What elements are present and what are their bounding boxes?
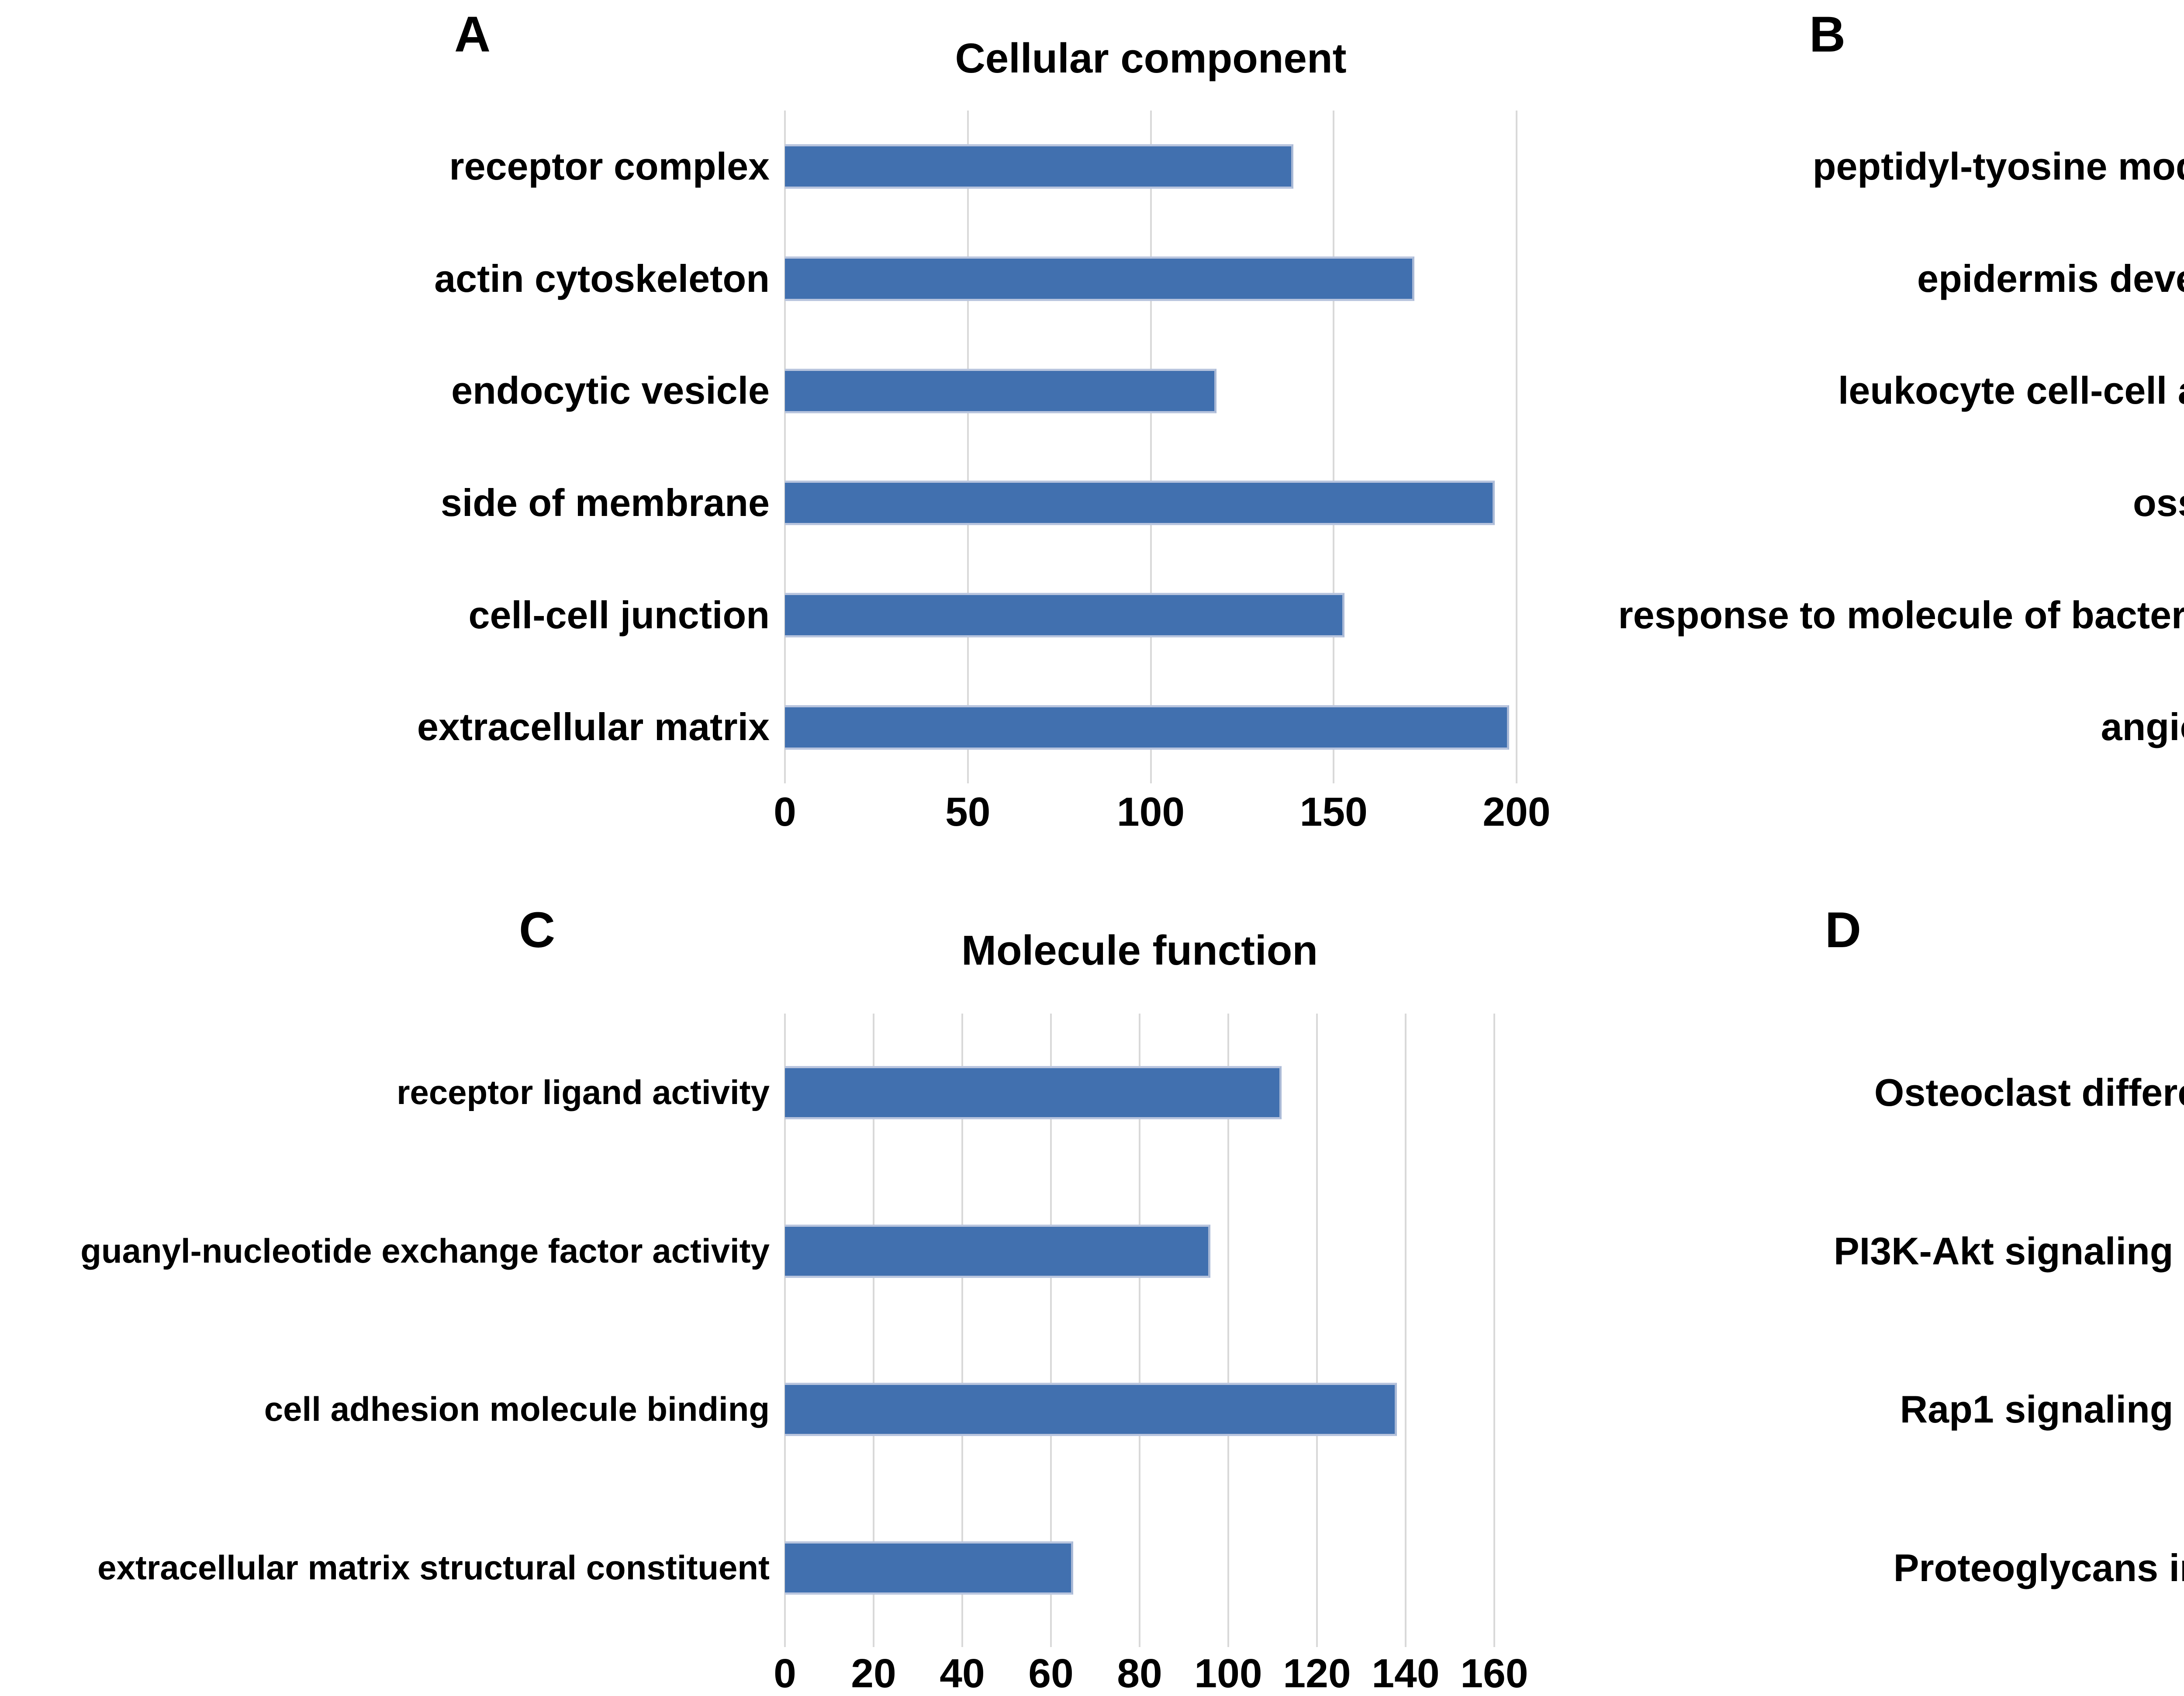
x-tick-label: 150 [1299,789,1368,834]
category-label: receptor complex [449,145,770,188]
gridline-C-120 [1316,1014,1318,1647]
x-tick-label: 100 [1194,1651,1262,1696]
x-tick-label: 160 [1460,1651,1528,1696]
bar-A-5 [785,705,1510,750]
panel-letter-C: C [519,902,556,958]
category-label: guanyl-nucleotide exchange factor activi… [80,1231,770,1270]
category-label: extracellular matrix structural constitu… [97,1548,770,1587]
x-tick-label: 140 [1372,1651,1440,1696]
category-label: epidermis development [1917,256,2184,300]
x-tick-label: 0 [774,1651,796,1696]
category-label: cell-cell junction [468,593,770,637]
panel-letter-A: A [454,7,491,62]
category-label: endocytic vesicle [451,369,770,412]
bar-A-2 [785,368,1217,413]
x-tick-label: 20 [851,1651,896,1696]
category-label: receptor ligand activity [397,1073,770,1112]
category-label: Proteoglycans in cancer [1893,1546,2184,1589]
gridline-C-20 [873,1014,874,1647]
category-label: PI3K-Akt signaling pathway [1834,1229,2184,1273]
gridline-C-0 [784,1014,786,1647]
x-tick-label: 100 [1116,789,1185,834]
gridline-C-140 [1405,1014,1406,1647]
category-label: leukocyte cell-cell adhesion [1838,369,2184,412]
bar-A-1 [785,256,1414,301]
x-tick-label: 50 [945,789,991,834]
gridline-C-100 [1227,1014,1229,1647]
category-label: side of membrane [440,481,770,525]
bar-A-3 [785,481,1495,526]
x-tick-label: 80 [1117,1651,1162,1696]
bar-C-0 [785,1066,1282,1120]
category-label: actin cytoskeleton [434,256,770,300]
bar-C-3 [785,1541,1073,1595]
gridline-A-50 [967,111,969,783]
panel-letter-D: D [1825,902,1862,958]
category-label: ossification [2133,481,2184,525]
x-tick-label: 120 [1283,1651,1351,1696]
gridline-C-160 [1493,1014,1495,1647]
panel-letter-B: B [1809,7,1846,62]
gridline-C-60 [1050,1014,1052,1647]
gridline-A-200 [1516,111,1517,783]
category-label: cell adhesion molecule binding [264,1390,770,1429]
gridline-C-80 [1139,1014,1140,1647]
x-tick-label: 60 [1028,1651,1074,1696]
bar-C-1 [785,1224,1211,1278]
category-label: peptidyl-tyosine modification [1812,145,2184,188]
category-label: Osteoclast differentiation [1874,1071,2184,1115]
category-label: response to molecule of bacterial origin [1618,593,2184,637]
gridline-A-100 [1150,111,1152,783]
chart-title-A: Cellular component [955,35,1347,82]
gridline-A-0 [784,111,786,783]
chart-title-C: Molecule function [961,927,1318,974]
category-label: extracellular matrix [417,705,770,749]
bar-A-0 [785,144,1294,189]
bar-C-2 [785,1383,1397,1436]
x-tick-label: 200 [1482,789,1551,834]
x-tick-label: 0 [774,789,796,834]
gridline-A-150 [1333,111,1335,783]
category-label: Rap1 signaling pathway [1900,1388,2184,1431]
x-tick-label: 40 [940,1651,985,1696]
bar-A-4 [785,593,1345,637]
gridline-C-40 [961,1014,963,1647]
category-label: angiogenesis [2101,705,2184,749]
